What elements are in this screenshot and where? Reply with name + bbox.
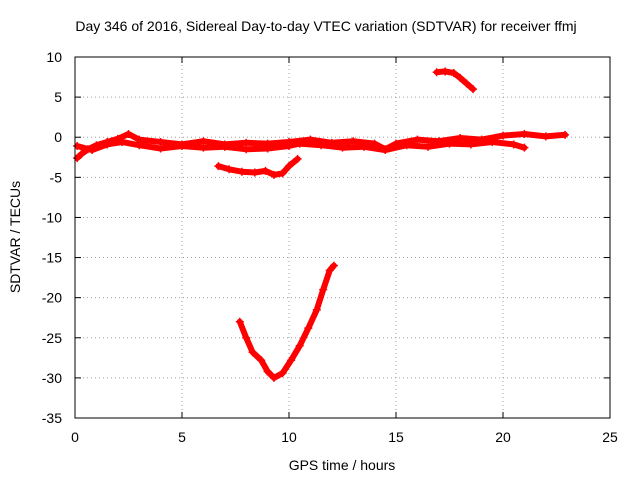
- x-axis-label: GPS time / hours: [289, 457, 396, 473]
- y-axis-label: SDTVAR / TECUs: [7, 181, 23, 293]
- data-point: [317, 141, 326, 150]
- data-point: [199, 143, 208, 152]
- data-series: [73, 67, 570, 382]
- data-point: [214, 162, 223, 171]
- y-tick-labels: -35 -30 -25 -20 -15 -10 -5 0 5 10: [42, 49, 62, 426]
- data-point: [77, 150, 86, 159]
- chart-title: Day 346 of 2016, Sidereal Day-to-day VTE…: [75, 18, 576, 34]
- y-tick-label: -10: [42, 209, 62, 225]
- data-point: [329, 261, 338, 270]
- data-point: [73, 142, 82, 151]
- data-point: [402, 141, 411, 150]
- data-point: [449, 69, 458, 78]
- data-point: [263, 144, 272, 153]
- data-point: [73, 154, 82, 163]
- data-point: [541, 132, 550, 141]
- series-line: [236, 262, 337, 381]
- data-point: [242, 333, 251, 342]
- series-arc-v-shape: [235, 261, 338, 382]
- y-tick-label: -5: [50, 169, 63, 185]
- data-point: [178, 142, 186, 151]
- data-point: [287, 356, 296, 365]
- data-point: [295, 139, 304, 148]
- data-point: [237, 167, 246, 176]
- data-point: [261, 166, 270, 175]
- series-arc-minus-four: [214, 154, 302, 179]
- data-point: [445, 139, 454, 148]
- y-tick-label: 5: [54, 89, 62, 105]
- data-point: [499, 131, 507, 140]
- y-tick-label: 10: [46, 49, 62, 65]
- data-point: [462, 79, 471, 88]
- y-tick-label: -30: [42, 370, 62, 386]
- data-point: [413, 135, 422, 144]
- data-point: [135, 141, 144, 150]
- data-point: [469, 85, 478, 94]
- data-point: [441, 67, 450, 76]
- data-point: [520, 143, 529, 152]
- data-point: [456, 134, 465, 143]
- series-arc-plus-eight: [432, 67, 478, 94]
- data-point: [88, 146, 97, 155]
- data-point: [278, 369, 287, 378]
- data-point: [488, 138, 497, 147]
- data-point: [338, 143, 347, 152]
- data-point: [225, 165, 234, 174]
- data-point: [124, 130, 133, 139]
- grid-lines: [75, 57, 610, 418]
- y-tick-label: -25: [42, 330, 62, 346]
- data-point: [248, 348, 257, 357]
- series-arc-near-zero-b: [73, 138, 529, 155]
- data-point: [295, 341, 304, 350]
- data-point: [509, 140, 518, 149]
- data-point: [263, 367, 272, 376]
- data-point: [278, 169, 287, 178]
- data-point: [424, 142, 433, 151]
- data-point: [319, 285, 328, 294]
- x-tick-label: 0: [71, 429, 79, 445]
- x-tick-labels: 0 5 10 15 20 25: [71, 429, 618, 445]
- plot-frame: [74, 56, 611, 419]
- x-tick-label: 10: [281, 429, 297, 445]
- data-point: [235, 317, 244, 326]
- x-tick-label: 15: [388, 429, 404, 445]
- data-point: [466, 140, 475, 149]
- data-point: [156, 144, 165, 153]
- data-point: [250, 168, 259, 177]
- y-tick-label: -20: [42, 290, 62, 306]
- x-tick-label: 20: [495, 429, 511, 445]
- series-line: [433, 68, 476, 93]
- data-point: [285, 162, 293, 171]
- data-point: [349, 137, 358, 146]
- data-point: [285, 142, 293, 151]
- data-point: [359, 142, 368, 151]
- x-tick-label: 25: [602, 429, 618, 445]
- data-point: [220, 142, 229, 151]
- data-point: [456, 73, 465, 82]
- axis-ticks: [74, 56, 611, 419]
- data-point: [520, 130, 529, 139]
- data-point: [118, 138, 127, 147]
- x-tick-label: 5: [178, 429, 186, 445]
- data-point: [257, 356, 266, 365]
- y-tick-label: -15: [42, 250, 62, 266]
- data-point: [432, 68, 441, 77]
- data-point: [103, 140, 112, 149]
- data-point: [561, 130, 570, 139]
- data-point: [304, 324, 313, 333]
- data-point: [312, 305, 321, 314]
- data-point: [242, 145, 251, 154]
- y-tick-label: 0: [54, 129, 62, 145]
- y-tick-label: -35: [42, 410, 62, 426]
- data-point: [293, 154, 302, 163]
- data-point: [381, 146, 390, 155]
- data-point: [270, 170, 279, 179]
- data-point: [325, 266, 334, 275]
- data-point: [270, 373, 279, 382]
